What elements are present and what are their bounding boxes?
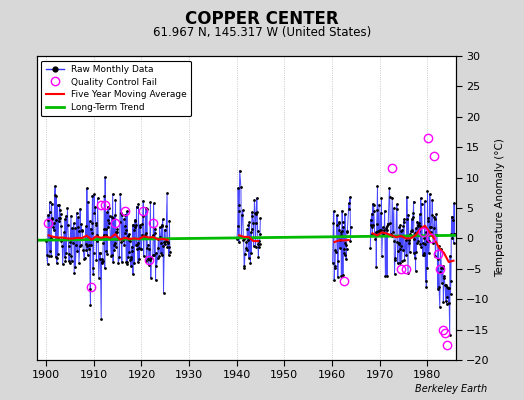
Text: Berkeley Earth: Berkeley Earth (415, 384, 487, 394)
Text: 61.967 N, 145.317 W (United States): 61.967 N, 145.317 W (United States) (153, 26, 371, 39)
Text: COPPER CENTER: COPPER CENTER (185, 10, 339, 28)
Y-axis label: Temperature Anomaly (°C): Temperature Anomaly (°C) (495, 138, 505, 278)
Legend: Raw Monthly Data, Quality Control Fail, Five Year Moving Average, Long-Term Tren: Raw Monthly Data, Quality Control Fail, … (41, 60, 191, 116)
